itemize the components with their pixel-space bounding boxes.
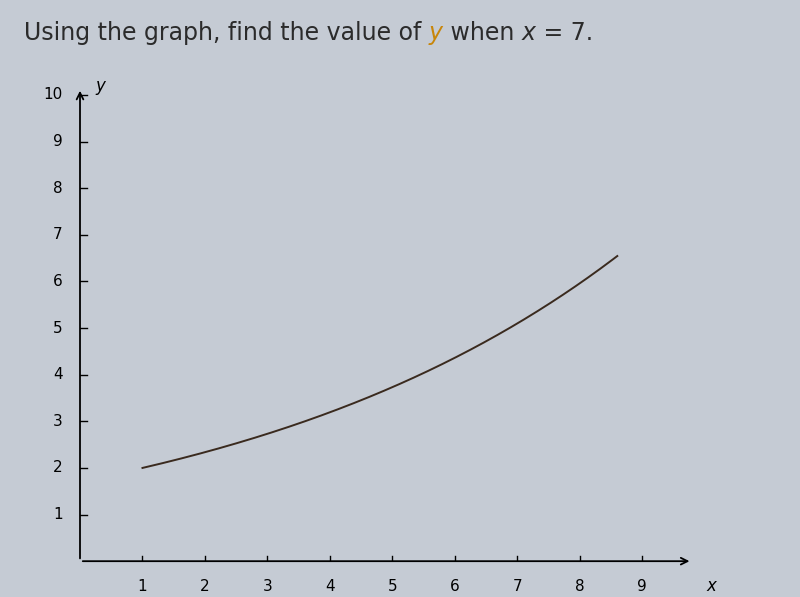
Text: = 7.: = 7. (536, 21, 593, 45)
Text: 7: 7 (53, 227, 62, 242)
Text: 5: 5 (387, 579, 397, 594)
Text: 2: 2 (53, 460, 62, 475)
Text: when: when (443, 21, 522, 45)
Text: 1: 1 (138, 579, 147, 594)
Text: 9: 9 (53, 134, 62, 149)
Text: 4: 4 (325, 579, 334, 594)
Text: x: x (706, 577, 716, 595)
Text: 6: 6 (53, 274, 62, 289)
Text: 10: 10 (43, 87, 62, 103)
Text: 4: 4 (53, 367, 62, 382)
Text: Using the graph, find the value of: Using the graph, find the value of (24, 21, 429, 45)
Text: 8: 8 (575, 579, 585, 594)
Text: 3: 3 (53, 414, 62, 429)
Text: x: x (522, 21, 536, 45)
Text: 8: 8 (53, 181, 62, 196)
Text: 3: 3 (262, 579, 272, 594)
Text: 7: 7 (513, 579, 522, 594)
Text: y: y (429, 21, 443, 45)
Text: 5: 5 (53, 321, 62, 336)
Text: 6: 6 (450, 579, 460, 594)
Text: 1: 1 (53, 507, 62, 522)
Text: y: y (96, 76, 106, 95)
Text: 9: 9 (638, 579, 647, 594)
Text: 2: 2 (200, 579, 210, 594)
